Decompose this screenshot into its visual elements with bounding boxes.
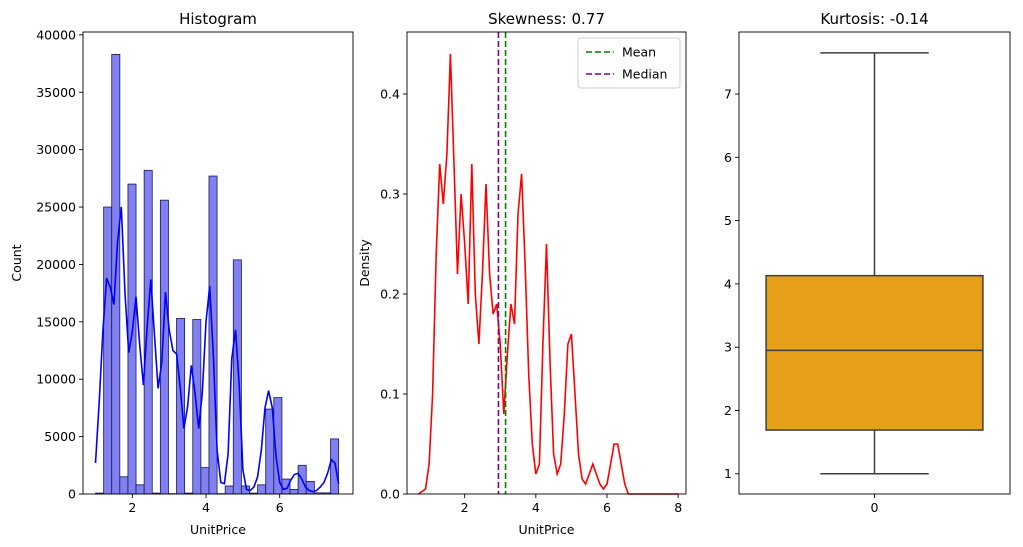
y-tick-label: 6 [724,150,732,165]
x-tick-label: 8 [674,500,682,515]
y-tick-label: 5000 [44,429,76,444]
legend-label: Mean [622,45,656,60]
legend-label: Median [622,67,667,82]
y-tick-label: 0.4 [380,87,400,102]
histogram-bar [103,206,113,495]
skewness-panel: 2 4 6 8 0.0 0.1 0.2 0.3 0.4 Skewness: 0.77 UnitPri… [357,10,687,537]
y-tick-label: 0.3 [380,187,400,202]
axes-frame [406,31,687,495]
histogram-panel: 2 4 6 0 5000 10000 15000 20000 25000 30000 35000 40… [9,10,354,537]
x-tick-label: 4 [532,500,540,515]
histogram-bar [159,199,169,495]
x-tick-label: 4 [202,500,210,515]
chart-title: Histogram [179,10,257,28]
histogram-bar [289,489,299,495]
histogram-bar [143,169,153,495]
y-tick-label: 7 [724,87,732,102]
y-tick-label: 30000 [36,142,76,157]
chart-title: Skewness: 0.77 [488,10,605,28]
histogram-bar [119,476,129,495]
x-axis-label: UnitPrice [190,522,246,537]
y-tick-label: 4 [724,276,732,291]
y-axis-label: Count [9,244,24,281]
y-tick-label: 0.2 [380,287,400,302]
x-tick-label: 0 [871,500,879,515]
histogram-bar [135,484,145,495]
histogram-bar [281,478,291,495]
x-tick-label: 2 [461,500,469,515]
box-iqr [765,274,984,431]
kde-curve [94,206,340,493]
y-tick-label: 10000 [36,372,76,387]
histogram-bar [200,467,210,495]
histogram-bar [232,259,242,495]
histogram-bar [330,438,340,495]
histogram-bar [257,484,267,495]
y-tick-label: 0.1 [380,387,400,402]
y-tick-label: 20000 [36,257,76,272]
y-tick-label: 5 [724,213,732,228]
y-tick-label: 35000 [36,85,76,100]
y-tick-label: 15000 [36,314,76,329]
y-tick-label: 3 [724,340,732,355]
y-tick-label: 0 [68,487,76,502]
x-tick-label: 6 [603,500,611,515]
histogram-bar [127,183,137,495]
y-tick-label: 25000 [36,200,76,215]
histogram-bar [176,317,186,495]
y-tick-label: 2 [724,403,732,418]
axes-frame [82,31,354,495]
legend: Mean Median [577,37,681,89]
chart-title: Kurtosis: -0.14 [820,10,928,28]
legend-box [577,37,681,89]
kurtosis-panel: 0 1 2 3 4 5 6 7 Kurtosis: -0.14 [724,10,1011,515]
x-tick-label: 6 [276,500,284,515]
x-tick-label: 2 [128,500,136,515]
y-tick-label: 40000 [36,27,76,42]
y-tick-label: 0.0 [380,487,400,502]
x-axis-label: UnitPrice [519,522,575,537]
y-tick-label: 1 [724,466,732,481]
histogram-bar [224,485,234,495]
y-axis-label: Density [357,239,372,287]
